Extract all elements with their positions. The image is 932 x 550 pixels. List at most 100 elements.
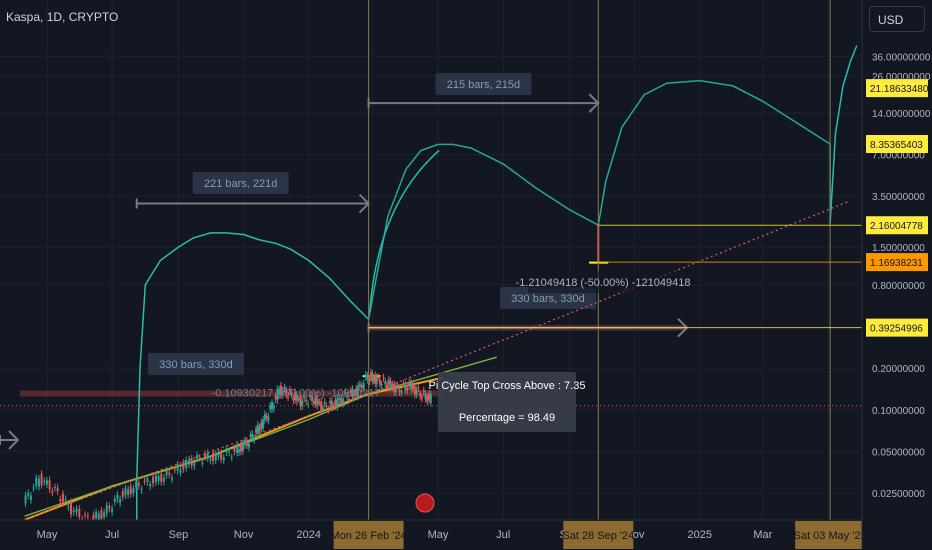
overlays: -0.10930217 (-50.00%) -10930217 -1.210494…: [212, 0, 862, 520]
percentage-label: Percentage = 98.49: [459, 412, 555, 424]
y-tick-label: 36.00000000: [872, 52, 931, 63]
grid: [0, 0, 862, 520]
candle: [97, 514, 100, 520]
candle: [78, 508, 81, 517]
candle: [316, 398, 319, 406]
range-label-221-box: [192, 172, 289, 194]
candle: [168, 472, 171, 475]
candle: [72, 510, 75, 513]
currency-button[interactable]: USD: [869, 6, 925, 32]
candle: [323, 401, 326, 404]
candle: [274, 396, 277, 399]
candle: [204, 453, 207, 457]
candle: [260, 422, 263, 429]
candle: [355, 388, 358, 396]
range-label-215: 215 bars, 215d: [447, 79, 520, 91]
candle: [48, 479, 51, 490]
candle: [346, 395, 349, 397]
candle: [92, 514, 95, 520]
x-tick-label: Sep: [169, 529, 189, 541]
candle: [238, 449, 241, 453]
candle: [420, 397, 423, 399]
x-tick-label: 2024: [297, 529, 321, 541]
range-label-330-right: 330 bars, 330d: [511, 293, 584, 305]
candle: [32, 487, 35, 489]
candle: [294, 391, 297, 401]
candle: [35, 477, 38, 486]
candle: [307, 404, 310, 406]
candle: [43, 480, 46, 483]
event-flag-icon: [415, 493, 435, 513]
candle: [334, 399, 337, 407]
candle: [51, 490, 54, 493]
candle: [362, 383, 365, 389]
candle: [321, 407, 324, 411]
candle: [413, 386, 416, 395]
candle: [382, 377, 385, 379]
candle: [338, 397, 341, 400]
y-tick-label: 3.50000000: [872, 192, 925, 203]
y-tick-label: 14.00000000: [872, 109, 931, 120]
candle: [271, 402, 274, 410]
candle: [279, 385, 282, 396]
y-tick-label: 0.10000000: [872, 406, 925, 417]
candle: [103, 512, 106, 518]
candle: [64, 498, 67, 500]
candle: [233, 447, 236, 452]
candle: [400, 391, 403, 393]
date-label: Sat 28 Sep '24: [562, 530, 634, 542]
candle: [299, 396, 302, 407]
candle: [374, 375, 377, 384]
candle: [69, 501, 72, 515]
candle: [236, 445, 239, 453]
candle: [228, 451, 231, 453]
candle: [285, 389, 288, 395]
candle: [384, 381, 387, 385]
x-tick-label: Jul: [105, 529, 119, 541]
series-cycle-3: [597, 79, 831, 226]
candle: [113, 498, 116, 502]
x-tick-label: Mar: [753, 529, 772, 541]
candle: [53, 487, 56, 489]
price-label: 8.35365403: [870, 140, 923, 151]
candle: [188, 459, 191, 465]
candle: [165, 470, 168, 476]
x-axis-bg: [0, 520, 862, 550]
series-cycle-2: [367, 143, 599, 320]
candle: [40, 473, 43, 486]
price-candles: [24, 368, 432, 529]
candle: [330, 400, 333, 408]
y-tick-label: 0.80000000: [872, 281, 925, 292]
candle: [245, 440, 248, 446]
candle: [127, 489, 130, 495]
candle: [247, 443, 250, 448]
candle: [256, 424, 259, 434]
candle: [288, 389, 291, 392]
candle: [329, 400, 332, 404]
date-label: Sat 03 May '25: [794, 530, 867, 542]
candle: [380, 384, 383, 386]
candle: [160, 473, 163, 482]
price-label: 0.39254996: [870, 324, 923, 335]
price-label-bg: [866, 216, 928, 235]
range-label-330: 330 bars, 330d: [159, 359, 232, 371]
y-tick-label: 1.50000000: [872, 243, 925, 254]
price-label: 21.18633480: [870, 84, 929, 95]
range-label-330-box: [148, 353, 244, 375]
chart-title: Kaspa, 1D, CRYPTO: [6, 10, 119, 24]
candle: [196, 455, 199, 459]
candle: [402, 383, 405, 385]
candle: [170, 477, 173, 480]
candle: [59, 498, 62, 502]
candle: [132, 488, 135, 494]
candle: [360, 384, 363, 389]
date-label-bg: [563, 521, 634, 549]
candle: [262, 419, 265, 429]
candle: [29, 495, 32, 501]
candle: [351, 388, 354, 398]
candle: [387, 379, 390, 385]
y-axis: 36.00000000 26.00000000 14.00000000 7.00000…: [861, 0, 932, 550]
candle: [426, 396, 429, 402]
candle: [193, 462, 196, 467]
